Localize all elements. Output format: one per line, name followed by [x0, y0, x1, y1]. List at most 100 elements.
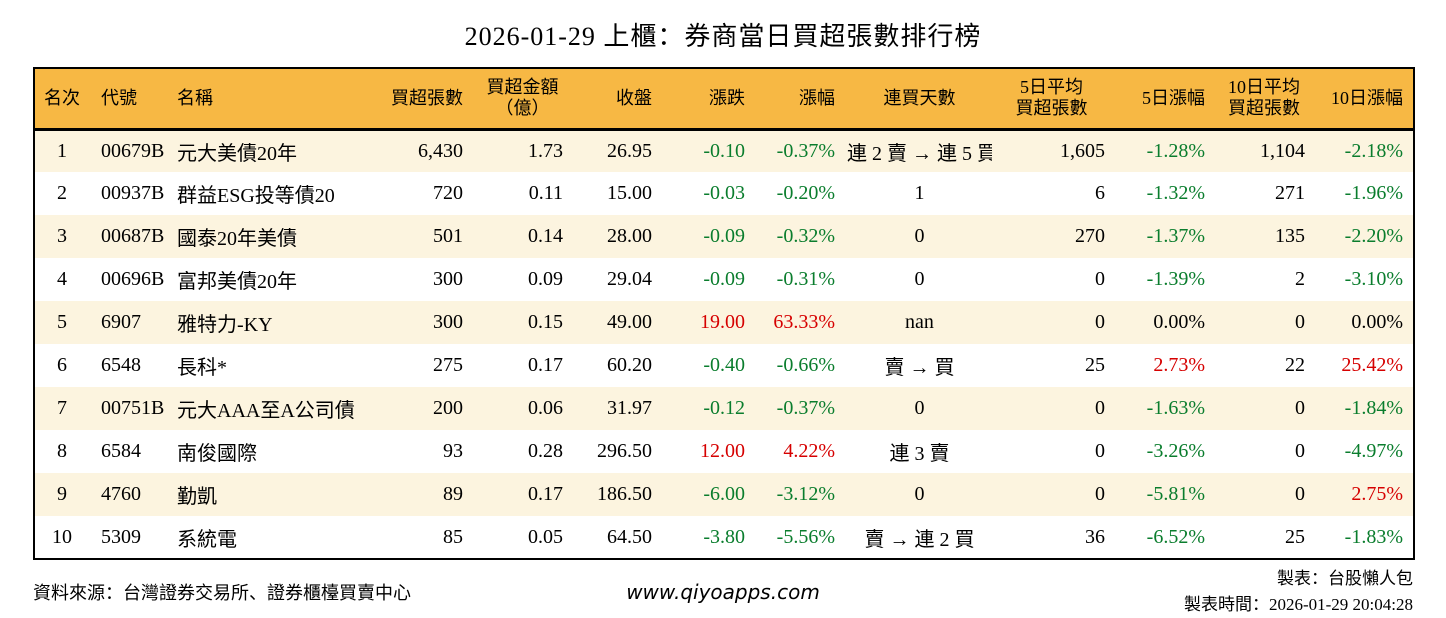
cell-rank: 2: [57, 182, 67, 204]
cell-streak: 1: [914, 182, 925, 204]
table-row: 3 00687B 國泰20年美債 501 0.14 28.00 -0.09 -0.32% 0 27…: [34, 215, 1414, 258]
col-header-close: 收盤: [577, 68, 662, 131]
cell-avg10: 0: [1295, 311, 1305, 333]
cell-volume: 200: [433, 397, 463, 419]
cell-avg10: 22: [1285, 354, 1305, 376]
cell-code: 6907: [101, 311, 141, 333]
cell-pct10: 0.00%: [1351, 311, 1403, 333]
col-header-change: 漲跌: [662, 68, 757, 131]
cell-change: -0.03: [703, 182, 745, 204]
col-header-pct10: 10日漲幅: [1317, 68, 1414, 131]
cell-change: -0.12: [703, 397, 745, 419]
cell-change_pct: 63.33%: [773, 311, 835, 333]
cell-close: 15.00: [607, 182, 652, 204]
cell-avg10: 25: [1285, 525, 1305, 548]
cell-avg5: 1,605: [1060, 139, 1105, 162]
cell-avg5: 0: [1095, 268, 1105, 290]
cell-avg10: 0: [1295, 483, 1305, 505]
cell-close: 49.00: [607, 311, 652, 333]
cell-pct5: -3.26%: [1146, 440, 1205, 462]
table-row: 6 6548 長科* 275 0.17 60.20 -0.40 -0.66% 賣 → 買 25 2.…: [34, 344, 1414, 387]
cell-rank: 9: [57, 483, 67, 505]
cell-streak: 連 3 賣: [889, 443, 950, 465]
cell-avg5: 6: [1095, 182, 1105, 204]
cell-code: 00696B: [101, 268, 165, 290]
cell-rank: 6: [57, 354, 67, 376]
cell-avg10: 271: [1275, 182, 1305, 204]
cell-volume: 275: [433, 354, 463, 376]
cell-amount: 0.09: [528, 268, 563, 290]
col-header-avg5: 5日平均 買超張數: [992, 68, 1117, 131]
cell-rank: 5: [57, 311, 67, 333]
cell-change: -0.10: [703, 139, 745, 162]
cell-change_pct: -0.37%: [776, 397, 835, 419]
cell-change: -0.09: [703, 268, 745, 290]
cell-close: 26.95: [607, 139, 652, 162]
cell-change: -0.40: [703, 354, 745, 376]
cell-amount: 1.73: [528, 139, 563, 162]
cell-code: 00937B: [101, 182, 165, 204]
cell-avg10: 0: [1295, 440, 1305, 462]
made-at-text: 製表時間：2026-01-29 20:04:28: [1183, 595, 1413, 614]
cell-pct5: 2.73%: [1153, 354, 1205, 376]
cell-pct5: -1.28%: [1146, 139, 1205, 162]
cell-amount: 0.14: [528, 225, 563, 247]
made-by-text: 製表：台股懶人包: [1277, 569, 1413, 588]
cell-change: -6.00: [703, 483, 745, 505]
col-header-avg10: 10日平均 買超張數: [1217, 68, 1317, 131]
cell-volume: 89: [443, 483, 463, 505]
cell-amount: 0.17: [528, 354, 563, 376]
cell-close: 64.50: [607, 525, 652, 548]
cell-pct5: -5.81%: [1146, 483, 1205, 505]
data-source-note: 資料來源：台灣證券交易所、證券櫃檯買賣中心: [33, 583, 411, 603]
cell-pct5: -1.63%: [1146, 397, 1205, 419]
cell-pct10: 25.42%: [1341, 354, 1403, 376]
cell-avg10: 1,104: [1260, 139, 1305, 162]
cell-pct5: -6.52%: [1146, 525, 1205, 548]
cell-avg5: 0: [1095, 397, 1105, 419]
cell-close: 29.04: [607, 268, 652, 290]
cell-avg5: 25: [1085, 354, 1105, 376]
table-row: 1 00679B 元大美債20年 6,430 1.73 26.95 -0.10 -0.37% 連…: [34, 129, 1414, 172]
cell-streak: nan: [905, 311, 934, 333]
cell-pct5: -1.37%: [1146, 225, 1205, 247]
cell-avg10: 135: [1275, 225, 1305, 247]
cell-pct10: -2.18%: [1344, 139, 1403, 162]
credits-block: 製表：台股懶人包 製表時間：2026-01-29 20:04:28: [820, 566, 1413, 618]
cell-name: 勤凱: [177, 486, 217, 508]
cell-code: 6584: [101, 440, 141, 462]
cell-avg5: 0: [1095, 440, 1105, 462]
table-body: 1 00679B 元大美債20年 6,430 1.73 26.95 -0.10 -0.37% 連…: [34, 129, 1414, 559]
cell-volume: 85: [443, 525, 463, 548]
cell-pct5: -1.32%: [1146, 182, 1205, 204]
col-header-streak: 連買天數: [847, 68, 992, 131]
cell-close: 60.20: [607, 354, 652, 376]
cell-avg10: 2: [1295, 268, 1305, 290]
cell-amount: 0.28: [528, 440, 563, 462]
cell-volume: 300: [433, 311, 463, 333]
col-header-change_pct: 漲幅: [757, 68, 847, 131]
cell-streak: 賣 → 連 2 買: [864, 528, 975, 551]
cell-streak: 0: [914, 483, 925, 505]
cell-code: 5309: [101, 525, 141, 548]
header-row: 名次 代號 名稱 買超張數 買超金額 （億） 收盤 漲跌 漲幅 連買天數 5日平均 買超張數 5日漲幅 1…: [34, 68, 1414, 131]
cell-pct10: -4.97%: [1344, 440, 1403, 462]
table-row: 4 00696B 富邦美債20年 300 0.09 29.04 -0.09 -0.31% 0 0 -…: [34, 258, 1414, 301]
col-header-amount: 買超金額 （億）: [474, 68, 577, 131]
cell-amount: 0.11: [528, 182, 563, 204]
cell-streak: 賣 → 買: [884, 357, 955, 379]
page-title: 2026-01-29 上櫃：券商當日買超張數排行榜: [464, 22, 982, 51]
cell-code: 00751B: [101, 397, 165, 419]
cell-close: 296.50: [597, 440, 652, 462]
cell-change: -3.80: [703, 525, 745, 548]
cell-change_pct: -5.56%: [776, 525, 835, 548]
cell-pct5: 0.00%: [1153, 311, 1205, 333]
website-text: www.qiyoapps.com: [626, 580, 820, 604]
cell-rank: 1: [57, 139, 67, 162]
cell-pct10: -3.10%: [1344, 268, 1403, 290]
cell-volume: 501: [433, 225, 463, 247]
cell-change: -0.09: [703, 225, 745, 247]
cell-name: 南俊國際: [177, 443, 257, 465]
cell-avg10: 0: [1295, 397, 1305, 419]
